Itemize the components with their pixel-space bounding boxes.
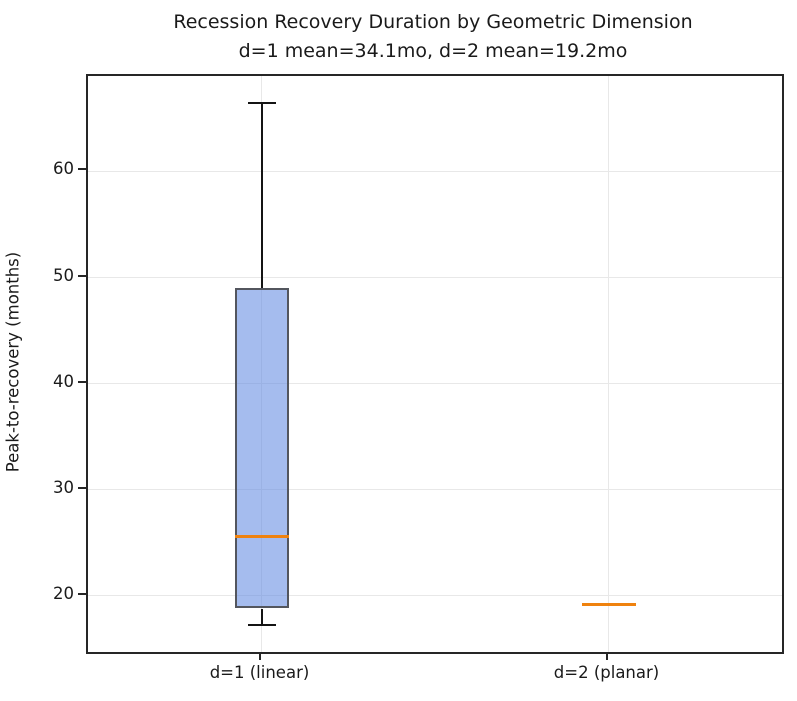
y-tick-label: 40 [53,371,74,391]
chart-title-line1: Recession Recovery Duration by Geometric… [173,11,693,33]
y-tick-mark [78,592,86,595]
y-tick-label: 30 [53,477,74,497]
y-tick-mark [78,274,86,277]
y-tick-label: 20 [53,583,74,603]
gridline-horizontal [88,489,782,490]
gridline-horizontal [88,170,782,172]
lower-whisker-cap [247,624,276,627]
x-tick-mark [258,652,261,660]
x-tick-label: d=2 (planar) [553,663,660,682]
chart-title: Recession Recovery Duration by Geometric… [86,8,780,66]
x-tick-mark [605,652,608,660]
gridline-horizontal [88,595,782,597]
y-tick-mark [78,486,86,489]
y-tick-mark [78,168,86,171]
y-tick-mark [78,380,86,383]
gridline-horizontal [88,276,782,278]
median-line-1 [234,534,289,538]
x-tick-label: d=1 (linear) [209,663,310,682]
upper-whisker-cap [247,101,276,104]
gridline-horizontal [88,382,782,384]
median-line-2 [581,602,636,606]
box-1 [234,288,289,609]
chart-title-line2: d=1 mean=34.1mo, d=2 mean=19.2mo [238,40,628,62]
upper-whisker [260,102,263,289]
plot-area [86,74,784,654]
lower-whisker [260,608,263,626]
gridline-vertical [607,76,609,652]
y-tick-label: 50 [53,265,74,285]
plot-inner [88,76,782,652]
y-tick-label: 60 [53,159,74,179]
